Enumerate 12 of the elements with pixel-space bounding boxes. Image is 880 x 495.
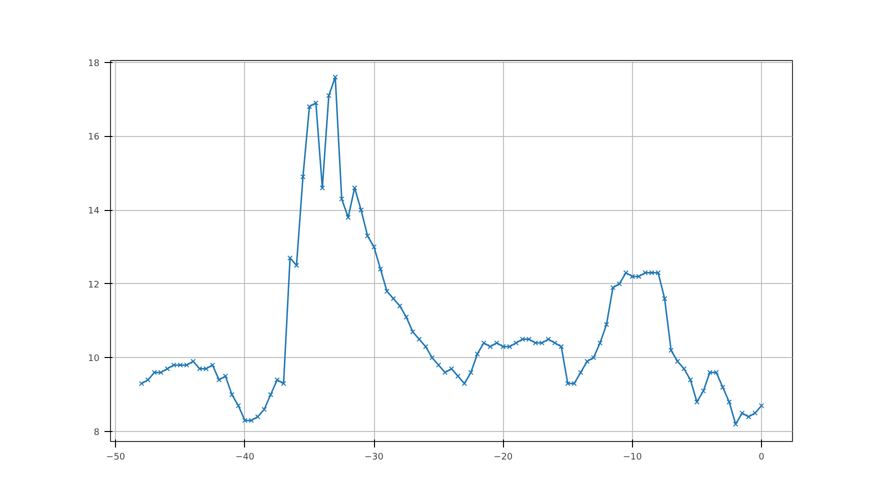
y-tick-label: 14 [88,206,100,217]
x-tick-label: −30 [364,452,384,462]
y-tick-label: 18 [88,58,100,69]
x-tick-label: −50 [106,452,126,462]
y-tick-label: 10 [88,354,100,364]
x-tick-label: −40 [235,452,255,462]
x-tick-label: 0 [758,452,765,462]
y-tick-label: 16 [88,132,100,143]
y-tick-label: 12 [88,280,100,290]
y-tick-label: 8 [94,428,100,438]
x-tick-label: −10 [622,452,642,462]
x-tick-label: −20 [494,452,513,462]
